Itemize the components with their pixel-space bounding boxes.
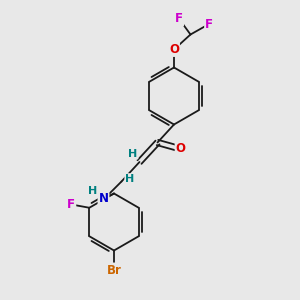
Text: H: H	[128, 148, 137, 159]
Text: F: F	[175, 12, 183, 26]
Text: F: F	[205, 17, 213, 31]
Text: F: F	[67, 198, 75, 211]
Text: H: H	[125, 174, 134, 184]
Text: H: H	[88, 186, 97, 197]
Text: Br: Br	[106, 263, 122, 277]
Text: O: O	[176, 142, 186, 155]
Text: O: O	[169, 43, 179, 56]
Text: N: N	[98, 191, 109, 205]
